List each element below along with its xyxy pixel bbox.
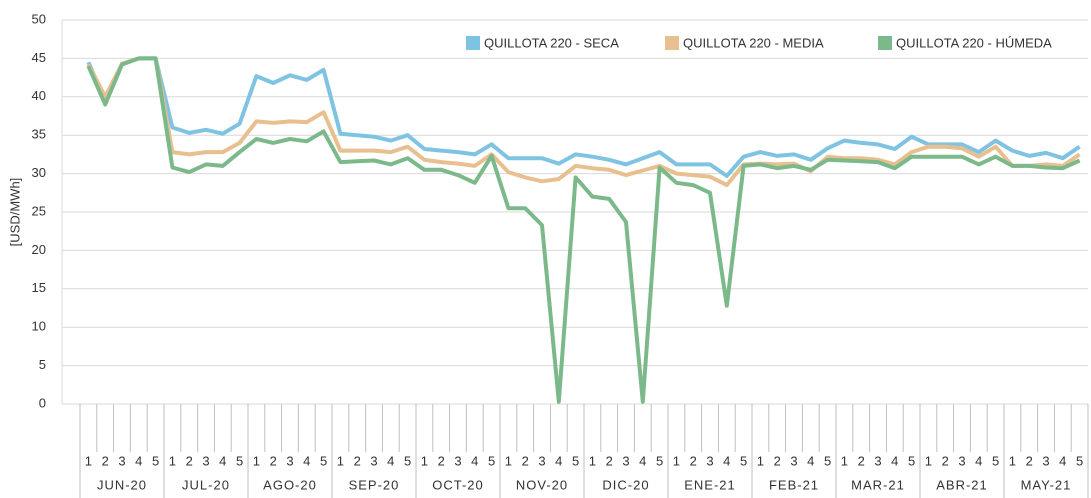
- series-line: [86, 56, 1081, 178]
- legend-label: QUILLOTA 220 - MEDIA: [683, 35, 824, 50]
- x-tick-label: 1: [1009, 453, 1016, 468]
- x-tick-label: 3: [1042, 453, 1049, 468]
- x-tick-label: 4: [1059, 453, 1066, 468]
- x-group-label: DIC-20: [602, 477, 649, 492]
- x-tick-label: 5: [152, 453, 159, 468]
- legend-swatch: [878, 36, 892, 50]
- y-tick-label: 30: [32, 165, 46, 180]
- y-tick-label: 45: [32, 50, 46, 65]
- x-group-label: ABR-21: [936, 477, 988, 492]
- series-line: [86, 56, 1081, 404]
- x-tick-label: 2: [606, 453, 613, 468]
- x-tick-label: 4: [891, 453, 898, 468]
- y-tick-label: 0: [39, 395, 46, 410]
- x-tick-label: 1: [253, 453, 260, 468]
- y-tick-label: 5: [39, 357, 46, 372]
- x-tick-label: 4: [471, 453, 478, 468]
- x-tick-label: 1: [841, 453, 848, 468]
- y-tick-label: 40: [32, 88, 46, 103]
- x-tick-label: 4: [135, 453, 142, 468]
- x-tick-label: 2: [774, 453, 781, 468]
- x-tick-label: 3: [202, 453, 209, 468]
- x-tick-label: 1: [925, 453, 932, 468]
- x-group-label: JUL-20: [182, 477, 230, 492]
- x-group-label: NOV-20: [516, 477, 568, 492]
- x-tick-label: 3: [874, 453, 881, 468]
- x-tick-label: 2: [438, 453, 445, 468]
- x-tick-label: 3: [706, 453, 713, 468]
- x-tick-label: 2: [522, 453, 529, 468]
- x-group-label: JUN-20: [97, 477, 147, 492]
- y-tick-label: 25: [32, 203, 46, 218]
- x-tick-label: 2: [102, 453, 109, 468]
- x-tick-label: 1: [337, 453, 344, 468]
- y-tick-label: 20: [32, 242, 46, 257]
- x-tick-label: 1: [169, 453, 176, 468]
- x-tick-label: 1: [673, 453, 680, 468]
- x-tick-label: 4: [387, 453, 394, 468]
- x-tick-label: 5: [656, 453, 663, 468]
- x-tick-label: 3: [370, 453, 377, 468]
- x-tick-label: 1: [85, 453, 92, 468]
- x-tick-label: 5: [488, 453, 495, 468]
- x-tick-label: 2: [942, 453, 949, 468]
- x-tick-label: 5: [236, 453, 243, 468]
- x-group-label: SEP-20: [349, 477, 400, 492]
- x-tick-label: 3: [958, 453, 965, 468]
- x-tick-label: 2: [186, 453, 193, 468]
- legend-swatch: [665, 36, 679, 50]
- y-tick-label: 50: [32, 11, 46, 26]
- x-tick-label: 3: [286, 453, 293, 468]
- x-group-label: MAR-21: [851, 477, 905, 492]
- x-group-label: MAY-21: [1021, 477, 1072, 492]
- x-tick-label: 2: [1026, 453, 1033, 468]
- x-tick-label: 5: [740, 453, 747, 468]
- x-tick-label: 3: [622, 453, 629, 468]
- x-tick-label: 3: [454, 453, 461, 468]
- x-tick-label: 5: [404, 453, 411, 468]
- x-tick-label: 4: [975, 453, 982, 468]
- legend-swatch: [466, 36, 480, 50]
- y-tick-label: 10: [32, 319, 46, 334]
- x-tick-label: 4: [303, 453, 310, 468]
- x-group-label: AGO-20: [263, 477, 317, 492]
- x-tick-label: 4: [807, 453, 814, 468]
- y-axis-label: [USD/MWh]: [7, 178, 22, 247]
- y-tick-label: 15: [32, 280, 46, 295]
- x-tick-label: 5: [1076, 453, 1083, 468]
- x-tick-label: 5: [992, 453, 999, 468]
- legend-label: QUILLOTA 220 - SECA: [484, 35, 619, 50]
- x-tick-label: 5: [824, 453, 831, 468]
- series-line: [86, 56, 1081, 188]
- legend-label: QUILLOTA 220 - HÚMEDA: [896, 35, 1052, 50]
- x-tick-label: 4: [219, 453, 226, 468]
- x-tick-label: 1: [505, 453, 512, 468]
- x-tick-label: 5: [320, 453, 327, 468]
- x-tick-label: 1: [421, 453, 428, 468]
- x-tick-label: 1: [589, 453, 596, 468]
- x-tick-label: 5: [908, 453, 915, 468]
- x-tick-label: 3: [538, 453, 545, 468]
- x-group-label: FEB-21: [769, 477, 819, 492]
- x-tick-label: 3: [790, 453, 797, 468]
- x-tick-label: 4: [639, 453, 646, 468]
- x-tick-label: 5: [572, 453, 579, 468]
- x-tick-label: 4: [723, 453, 730, 468]
- x-group-label: ENE-21: [684, 477, 736, 492]
- x-tick-label: 3: [118, 453, 125, 468]
- y-tick-label: 35: [32, 127, 46, 142]
- x-tick-label: 1: [757, 453, 764, 468]
- x-tick-label: 4: [555, 453, 562, 468]
- x-tick-label: 2: [690, 453, 697, 468]
- x-tick-label: 2: [858, 453, 865, 468]
- x-tick-label: 2: [270, 453, 277, 468]
- x-group-label: OCT-20: [432, 477, 484, 492]
- x-tick-label: 2: [354, 453, 361, 468]
